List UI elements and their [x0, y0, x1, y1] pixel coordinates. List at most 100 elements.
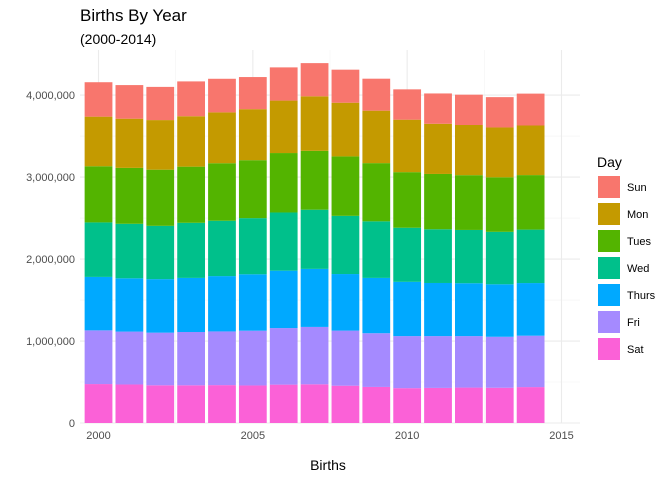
bar-segment-sun-2002: [146, 86, 175, 121]
legend-key-thurs: [598, 284, 620, 306]
bar-segment-tues-2007: [300, 150, 329, 210]
bar-segment-tues-2003: [177, 166, 205, 223]
bar-segment-sat-2009: [362, 386, 391, 423]
bar-segment-mon-2007: [300, 96, 329, 151]
x-tick-label: 2010: [395, 430, 419, 442]
bar-segment-tues-2001: [115, 167, 144, 224]
bar-segment-tues-2009: [362, 163, 391, 222]
bar-segment-mon-2010: [393, 119, 422, 173]
bar-segment-mon-2013: [485, 127, 514, 178]
bar-segment-mon-2002: [146, 120, 175, 170]
bar-segment-wed-2014: [516, 229, 545, 284]
bar-segment-fri-2003: [177, 332, 205, 386]
bar-segment-sun-2003: [177, 81, 205, 117]
bar-segment-wed-2003: [177, 222, 205, 278]
bar-segment-mon-2011: [424, 123, 452, 174]
bar-segment-wed-2012: [455, 229, 483, 284]
bar-segment-fri-2013: [485, 336, 514, 388]
bar-segment-tues-2014: [516, 175, 545, 230]
bar-segment-sat-2002: [146, 385, 175, 423]
bar-segment-thurs-2012: [455, 283, 483, 337]
chart-title: Births By Year: [80, 6, 187, 25]
bar-segment-mon-2008: [331, 102, 360, 157]
bar-segment-fri-2007: [300, 326, 329, 385]
legend-key-wed: [598, 257, 620, 279]
bar-segment-fri-2006: [269, 328, 298, 385]
bar-segment-tues-2011: [424, 173, 452, 230]
bar-segment-sat-2007: [300, 384, 329, 423]
bar-segment-fri-2014: [516, 335, 545, 388]
bar-segment-sun-2000: [84, 82, 113, 117]
bar-segment-wed-2010: [393, 227, 422, 282]
bar-segment-fri-2009: [362, 333, 391, 387]
bar-segment-thurs-2003: [177, 277, 205, 333]
bar-segment-sat-2004: [208, 385, 236, 423]
x-axis-title: Births: [310, 457, 346, 473]
x-axis-ticks: 2000 2005 2010 2015: [86, 430, 573, 442]
legend-label-mon: Mon: [627, 209, 648, 221]
bar-segment-thurs-2004: [208, 276, 236, 332]
bar-segment-sat-2001: [115, 384, 144, 423]
bar-segment-sun-2004: [208, 78, 236, 113]
bar-segment-wed-2005: [238, 218, 267, 275]
legend-key-sun: [598, 176, 620, 198]
bar-segment-sat-2006: [269, 384, 298, 423]
bar-segment-sun-2012: [455, 94, 483, 126]
legend-title: Day: [597, 154, 622, 170]
legend-key-mon: [598, 203, 620, 225]
bar-segment-fri-2001: [115, 331, 144, 385]
bar-segment-thurs-2010: [393, 281, 422, 337]
bar-segment-tues-2013: [485, 177, 514, 232]
bar-segment-mon-2005: [238, 109, 267, 161]
bar-segment-sat-2014: [516, 387, 545, 423]
bar-segment-thurs-2008: [331, 274, 360, 331]
bar-segment-sat-2005: [238, 385, 267, 423]
legend-label-tues: Tues: [627, 236, 652, 248]
bar-segment-sun-2009: [362, 78, 391, 111]
bar-segment-thurs-2007: [300, 268, 329, 327]
bar-segment-mon-2003: [177, 116, 205, 167]
y-tick-label: 2,000,000: [26, 254, 75, 266]
bar-segment-fri-2004: [208, 331, 236, 386]
bar-segment-tues-2006: [269, 153, 298, 213]
bar-segment-mon-2006: [269, 100, 298, 154]
legend-label-fri: Fri: [627, 317, 640, 329]
legend-label-wed: Wed: [627, 263, 649, 275]
x-tick-label: 2005: [241, 430, 265, 442]
bar-segment-sun-2005: [238, 77, 267, 110]
bar-segment-sat-2008: [331, 385, 360, 423]
bar-segment-mon-2004: [208, 112, 236, 164]
bar-segment-sat-2010: [393, 388, 422, 423]
bar-segment-sat-2011: [424, 387, 452, 423]
bar-segment-mon-2012: [455, 125, 483, 176]
bar-segment-sun-2001: [115, 85, 144, 119]
legend-key-tues: [598, 230, 620, 252]
bar-segment-wed-2011: [424, 229, 452, 283]
bar-segment-mon-2000: [84, 116, 113, 167]
bar-segment-thurs-2009: [362, 277, 391, 334]
bar-segment-mon-2014: [516, 125, 545, 176]
bar-segment-wed-2007: [300, 209, 329, 269]
bar-segment-thurs-2006: [269, 270, 298, 329]
bar-segment-wed-2004: [208, 220, 236, 277]
y-tick-label: 0: [69, 418, 75, 430]
bar-segment-thurs-2013: [485, 284, 514, 337]
bar-segment-tues-2002: [146, 169, 175, 226]
bar-segment-sun-2008: [331, 69, 360, 103]
bar-segment-mon-2009: [362, 110, 391, 164]
bar-segment-fri-2012: [455, 336, 483, 388]
bar-segment-thurs-2002: [146, 279, 175, 333]
bar-segment-sat-2003: [177, 385, 205, 423]
legend-label-thurs: Thurs: [627, 290, 656, 302]
bar-segment-fri-2010: [393, 336, 422, 389]
legend-label-sun: Sun: [627, 182, 647, 194]
bar-segment-fri-2000: [84, 330, 113, 385]
bar-segment-tues-2000: [84, 166, 113, 223]
x-tick-label: 2000: [86, 430, 110, 442]
bar-segment-thurs-2001: [115, 278, 144, 332]
bar-segment-sun-2006: [269, 67, 298, 101]
bar-segment-mon-2001: [115, 118, 144, 168]
bar-segment-sat-2013: [485, 387, 514, 423]
y-tick-label: 4,000,000: [26, 90, 75, 102]
